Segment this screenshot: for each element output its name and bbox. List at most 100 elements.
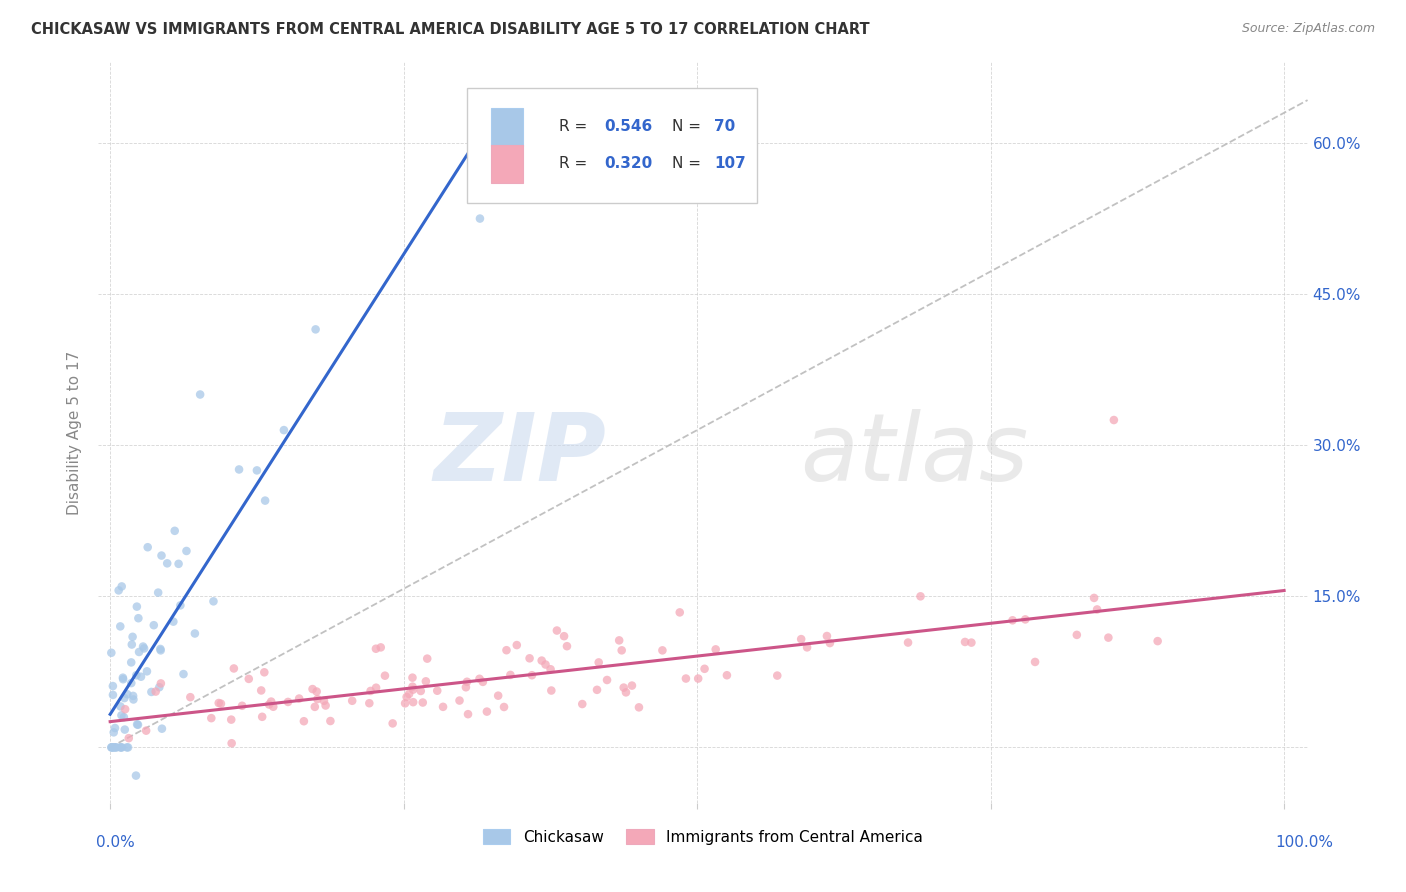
Point xyxy=(120,656,142,670)
Point xyxy=(301,681,323,696)
Point xyxy=(815,629,838,643)
Point xyxy=(596,673,619,687)
Text: CHICKASAW VS IMMIGRANTS FROM CENTRAL AMERICA DISABILITY AGE 5 TO 17 CORRELATION : CHICKASAW VS IMMIGRANTS FROM CENTRAL AME… xyxy=(31,22,869,37)
Point xyxy=(381,716,404,731)
Point xyxy=(145,684,167,698)
Point xyxy=(277,695,299,709)
Point xyxy=(100,740,122,755)
Point xyxy=(364,641,387,656)
Point xyxy=(221,736,243,750)
Point xyxy=(716,668,738,682)
Point xyxy=(1097,631,1119,645)
Point xyxy=(110,619,132,633)
Point xyxy=(120,676,142,690)
Point xyxy=(127,611,149,625)
Point xyxy=(546,624,568,638)
Point xyxy=(101,740,124,755)
Point xyxy=(1102,413,1125,427)
Point xyxy=(409,684,432,698)
Point xyxy=(273,423,295,437)
Point xyxy=(395,690,418,704)
Point xyxy=(104,740,127,755)
Point xyxy=(456,674,478,689)
Point xyxy=(100,646,122,660)
Point xyxy=(704,642,727,657)
Point xyxy=(305,684,328,698)
Point xyxy=(402,682,425,697)
Point xyxy=(127,718,149,732)
Point xyxy=(104,721,127,735)
Point xyxy=(115,740,138,755)
Point xyxy=(340,694,363,708)
Point xyxy=(104,740,127,755)
Point xyxy=(250,710,273,724)
Point xyxy=(111,671,134,685)
Point xyxy=(519,651,541,665)
Point xyxy=(319,714,342,728)
Point xyxy=(796,640,818,655)
Point xyxy=(117,740,139,755)
Point xyxy=(110,708,132,723)
Point xyxy=(370,640,392,655)
Point xyxy=(766,668,789,682)
Point xyxy=(132,640,155,654)
Text: ZIP: ZIP xyxy=(433,409,606,500)
Point xyxy=(111,579,134,593)
Point xyxy=(202,594,225,608)
Point xyxy=(148,680,170,694)
Point xyxy=(208,696,231,710)
Point xyxy=(790,632,813,647)
Point xyxy=(651,643,673,657)
Point xyxy=(960,635,983,649)
Point xyxy=(620,679,643,693)
Point xyxy=(553,629,575,643)
Point xyxy=(374,668,396,682)
Point xyxy=(125,769,148,783)
Point xyxy=(128,645,150,659)
Point xyxy=(588,656,610,670)
Point xyxy=(613,681,636,695)
Point xyxy=(540,683,562,698)
Point xyxy=(614,685,637,699)
Point xyxy=(105,740,128,755)
Point xyxy=(359,696,381,710)
Point xyxy=(416,651,439,665)
Point xyxy=(555,639,578,653)
Point xyxy=(315,698,337,713)
Point xyxy=(125,599,148,614)
Point xyxy=(129,670,152,684)
Point xyxy=(103,725,125,739)
Point xyxy=(426,683,449,698)
Point xyxy=(492,700,515,714)
FancyBboxPatch shape xyxy=(467,88,758,203)
Point xyxy=(118,731,141,746)
Point xyxy=(610,643,633,657)
Point xyxy=(360,684,382,698)
Point xyxy=(111,740,134,755)
Point xyxy=(394,696,416,710)
Point xyxy=(162,615,184,629)
Point xyxy=(607,633,630,648)
Point xyxy=(238,672,260,686)
Point xyxy=(475,705,498,719)
Point xyxy=(468,211,491,226)
Point xyxy=(121,638,143,652)
Point xyxy=(398,687,420,701)
Point xyxy=(688,672,710,686)
Point xyxy=(401,680,423,694)
Point xyxy=(110,699,132,714)
Point xyxy=(1066,628,1088,642)
Point xyxy=(412,696,434,710)
Point xyxy=(246,463,269,477)
Point xyxy=(149,676,172,690)
Point xyxy=(897,635,920,649)
Point xyxy=(117,687,139,701)
Text: Source: ZipAtlas.com: Source: ZipAtlas.com xyxy=(1241,22,1375,36)
Point xyxy=(150,722,173,736)
Point xyxy=(953,635,976,649)
Point xyxy=(136,665,159,679)
Text: 100.0%: 100.0% xyxy=(1275,836,1333,850)
Point xyxy=(495,643,517,657)
Point xyxy=(231,698,253,713)
Point xyxy=(114,702,136,716)
